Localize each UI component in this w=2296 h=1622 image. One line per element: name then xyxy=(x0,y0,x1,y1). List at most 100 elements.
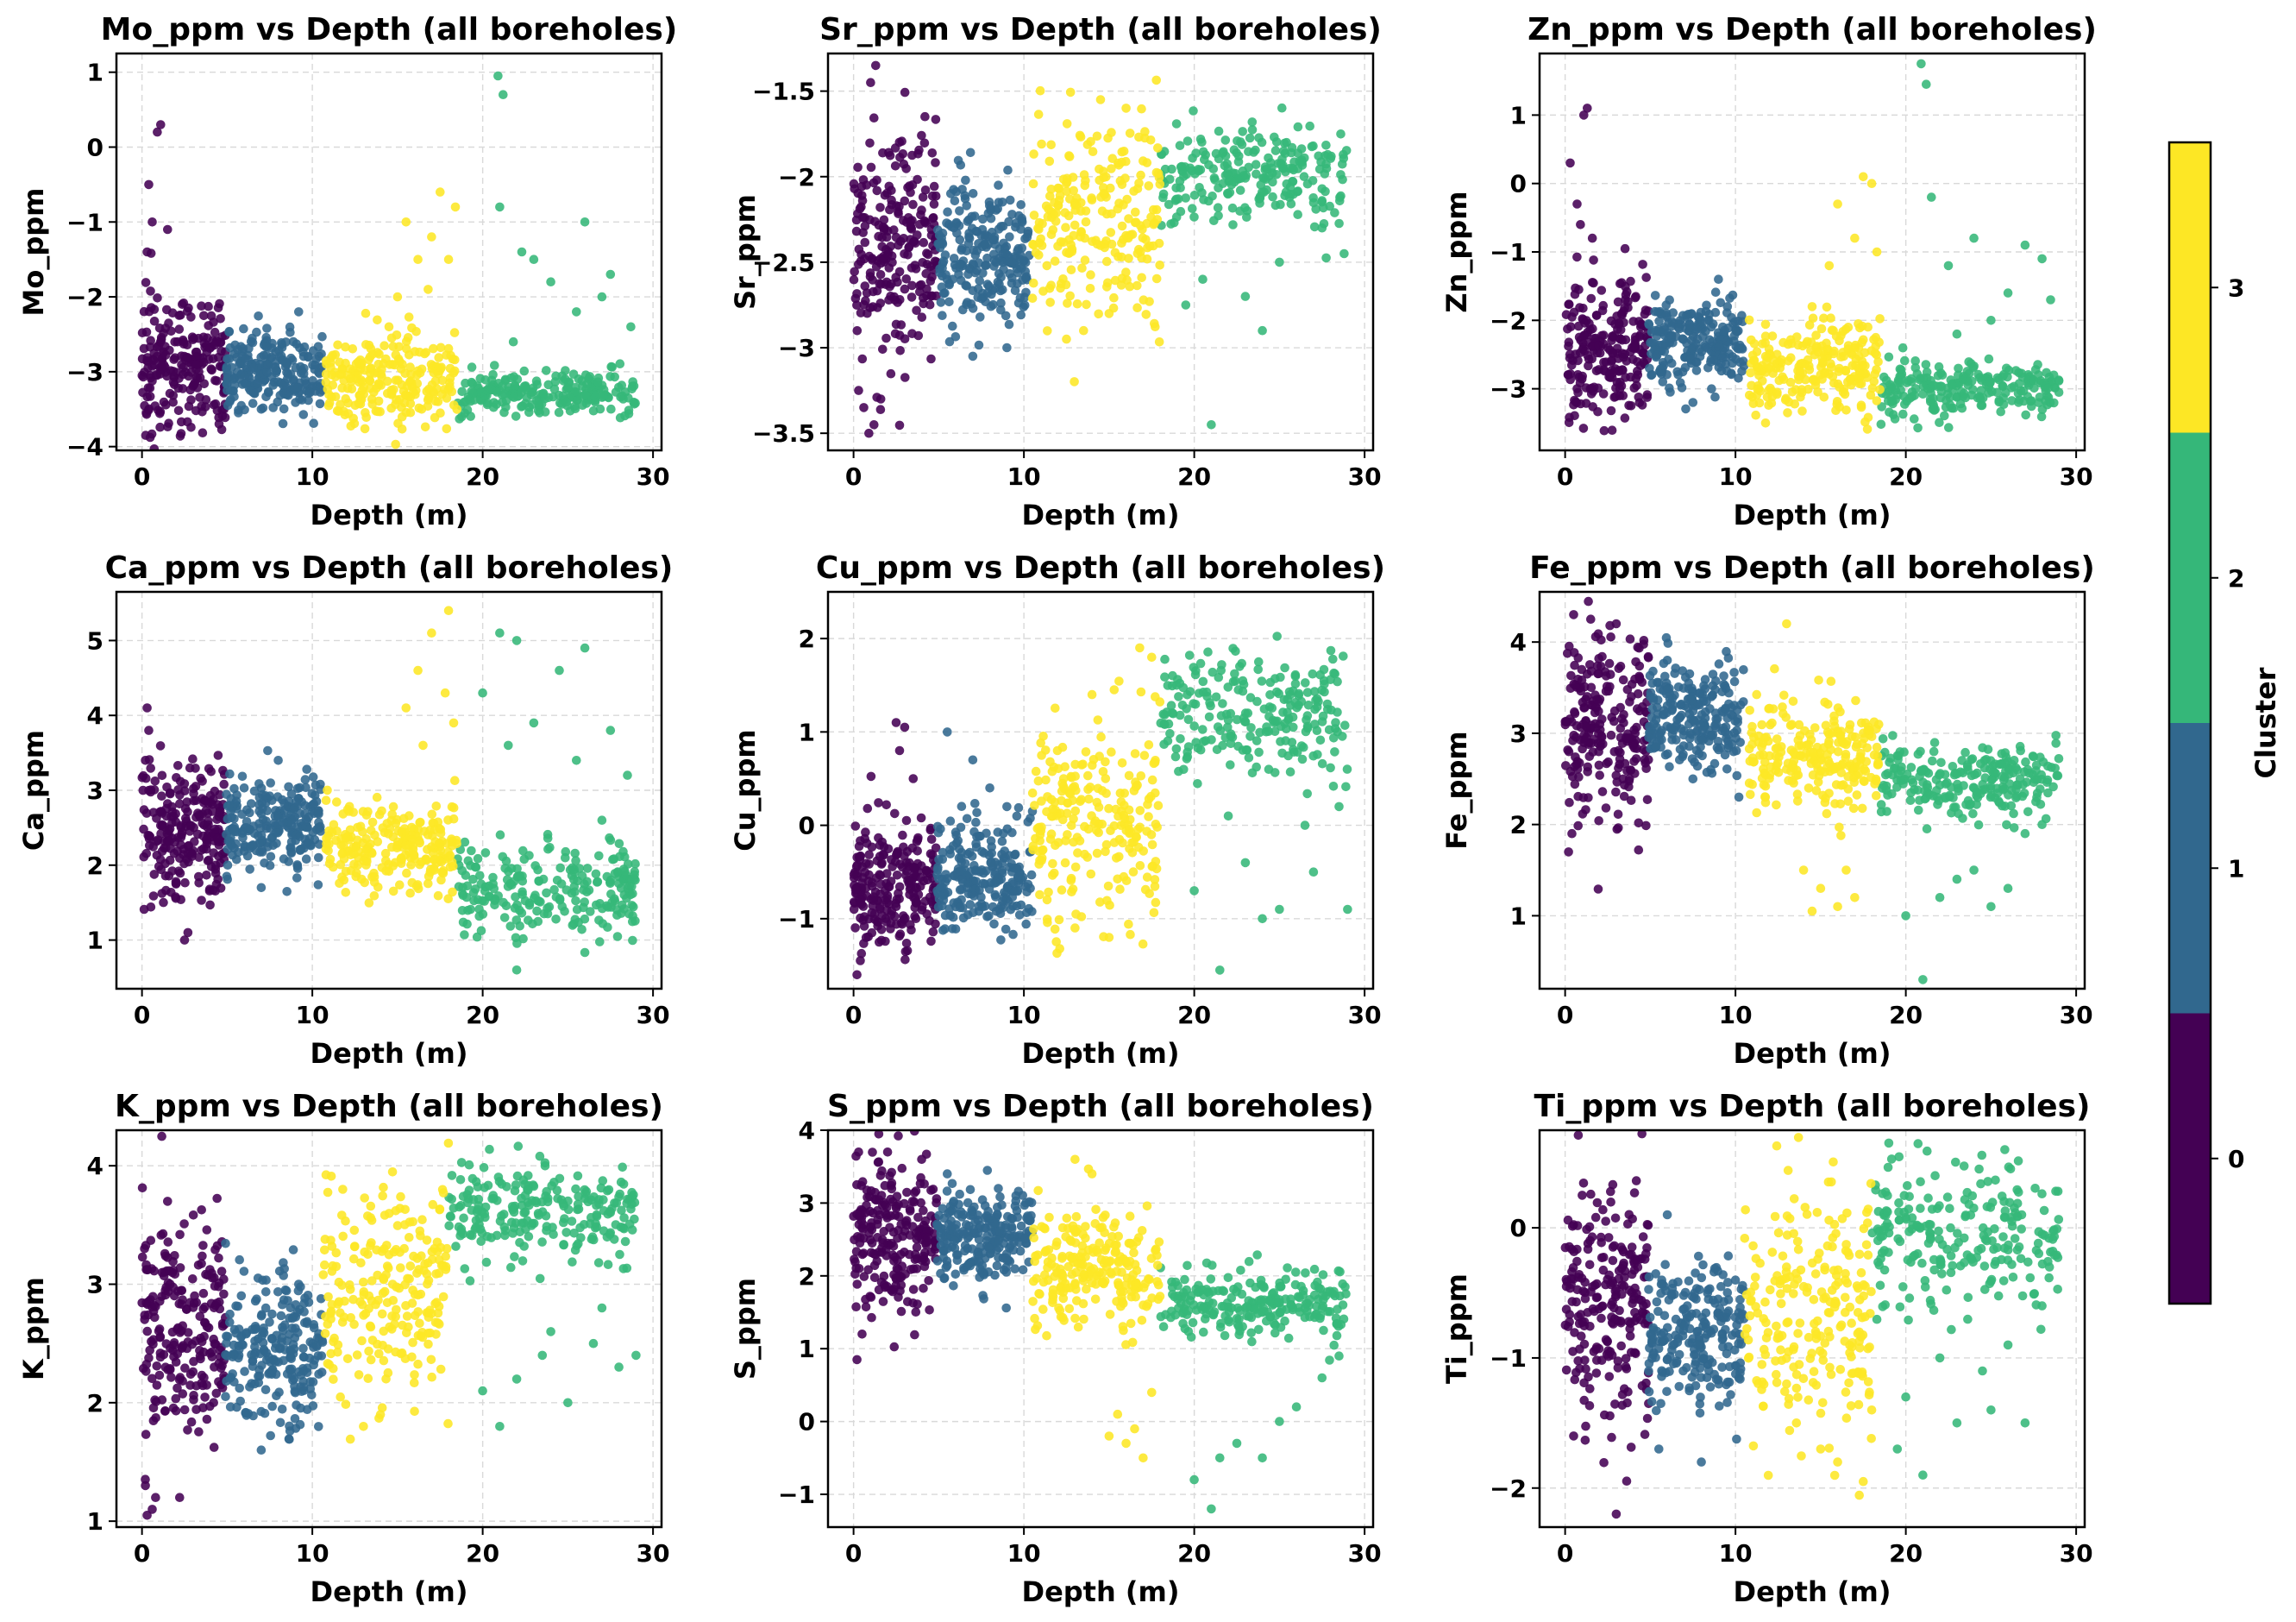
x-tick-label: 10 xyxy=(296,462,329,491)
data-point xyxy=(929,181,939,192)
data-point xyxy=(950,924,961,934)
data-point xyxy=(623,770,632,780)
data-point xyxy=(1019,300,1030,311)
data-point xyxy=(260,858,269,868)
data-point xyxy=(875,270,886,280)
data-point xyxy=(1023,879,1033,890)
data-point xyxy=(1329,733,1339,743)
data-point xyxy=(1154,337,1164,347)
data-point xyxy=(1618,391,1628,400)
data-point xyxy=(1564,370,1573,380)
data-point xyxy=(1173,194,1183,204)
x-tick-label: 0 xyxy=(845,1001,862,1029)
data-point xyxy=(1317,196,1327,205)
x-tick-label: 0 xyxy=(134,1001,150,1029)
data-point xyxy=(377,364,386,374)
data-point xyxy=(450,355,460,365)
data-point xyxy=(1215,965,1225,975)
data-point xyxy=(1786,353,1796,363)
data-point xyxy=(965,900,975,909)
data-point xyxy=(1139,295,1149,305)
data-point xyxy=(1150,218,1159,228)
data-point xyxy=(964,233,975,243)
data-point xyxy=(209,317,218,327)
data-point xyxy=(1128,867,1139,877)
data-point xyxy=(279,380,288,391)
data-point xyxy=(1081,747,1091,757)
data-point xyxy=(263,387,273,397)
data-point xyxy=(996,935,1006,945)
data-point xyxy=(984,911,994,921)
data-point xyxy=(1767,392,1778,402)
data-point xyxy=(206,364,216,374)
data-point xyxy=(894,420,905,431)
data-point xyxy=(1947,380,1957,390)
data-point xyxy=(543,380,554,390)
data-point xyxy=(899,160,909,169)
y-tick-label: −3 xyxy=(778,334,815,362)
data-point xyxy=(981,297,990,307)
data-point xyxy=(1084,794,1094,804)
data-point xyxy=(395,880,405,890)
data-point xyxy=(1029,278,1038,288)
data-point xyxy=(957,884,967,895)
x-tick-label: 0 xyxy=(134,462,150,491)
data-point xyxy=(1290,679,1301,688)
data-point xyxy=(1175,710,1185,720)
data-point xyxy=(1171,744,1182,754)
data-point xyxy=(977,224,988,235)
data-point xyxy=(1120,173,1130,183)
data-point xyxy=(475,871,485,881)
data-point xyxy=(944,279,954,288)
data-point xyxy=(419,827,430,836)
data-point xyxy=(2026,396,2036,406)
data-point xyxy=(1071,200,1082,210)
data-point xyxy=(1119,147,1129,156)
x-tick-label: 10 xyxy=(1007,462,1041,491)
data-point xyxy=(1047,212,1057,223)
data-point xyxy=(1087,193,1096,203)
data-point xyxy=(188,335,198,345)
data-point xyxy=(1299,172,1309,181)
data-point xyxy=(260,791,271,801)
data-point xyxy=(398,814,409,823)
data-point xyxy=(1239,713,1249,723)
x-axis-label: Depth (m) xyxy=(1022,1037,1180,1070)
data-point xyxy=(1223,811,1233,821)
data-point xyxy=(551,915,561,924)
data-point xyxy=(1876,419,1886,430)
data-point xyxy=(1106,183,1115,193)
data-point xyxy=(1012,811,1022,821)
data-point xyxy=(1256,179,1266,190)
data-point xyxy=(266,852,276,862)
data-point xyxy=(1163,736,1173,746)
data-point xyxy=(289,804,299,814)
data-point xyxy=(988,299,998,310)
data-point xyxy=(1086,869,1096,879)
data-point xyxy=(868,255,877,265)
data-point xyxy=(360,877,370,888)
data-point xyxy=(1195,135,1206,144)
data-point xyxy=(1644,319,1653,329)
data-point xyxy=(965,148,975,158)
data-point xyxy=(922,868,932,877)
data-point xyxy=(1620,413,1630,423)
data-point xyxy=(407,379,417,388)
data-point xyxy=(1141,310,1151,319)
data-point xyxy=(210,327,220,337)
data-point xyxy=(292,873,302,883)
data-point xyxy=(1060,208,1070,217)
data-point xyxy=(938,901,947,911)
data-point xyxy=(380,848,391,858)
data-point xyxy=(1262,185,1271,195)
data-point xyxy=(1565,322,1576,332)
data-point xyxy=(1245,732,1255,741)
cluster-3-series xyxy=(1744,172,1885,434)
data-point xyxy=(1194,166,1203,176)
data-point xyxy=(1066,240,1076,250)
data-point xyxy=(388,342,398,351)
data-point xyxy=(1041,775,1051,785)
data-point xyxy=(623,859,633,869)
data-point xyxy=(1635,330,1646,340)
data-point xyxy=(177,830,186,839)
